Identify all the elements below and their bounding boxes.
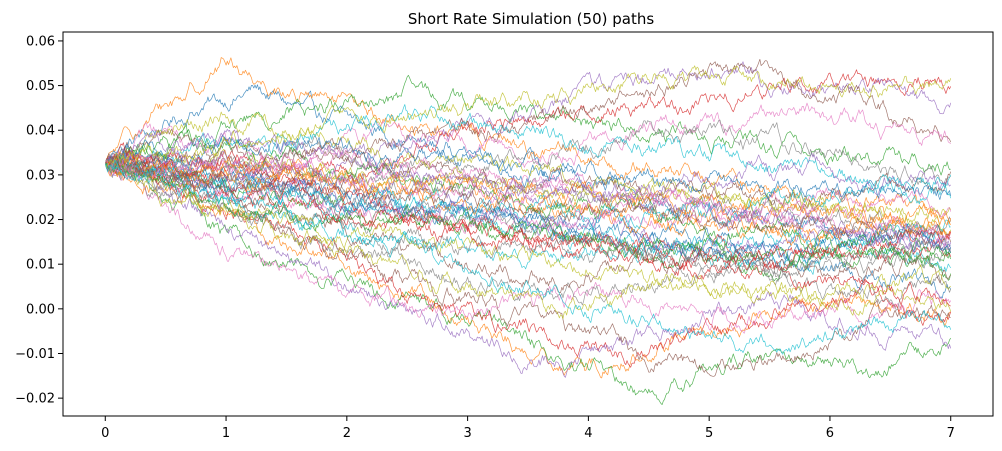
y-tick-label: 0.04 bbox=[26, 124, 55, 139]
series-path bbox=[104, 152, 951, 307]
series-path bbox=[104, 159, 952, 320]
x-tick-label: 4 bbox=[584, 426, 592, 441]
y-tick-label: −0.02 bbox=[15, 392, 55, 407]
series-path bbox=[105, 159, 952, 368]
series-path bbox=[105, 104, 952, 205]
y-tick-label: 0.00 bbox=[26, 302, 55, 317]
plot-frame bbox=[62, 31, 994, 417]
series-path bbox=[105, 161, 951, 270]
series-path bbox=[104, 152, 951, 239]
series-path bbox=[105, 156, 951, 268]
x-tick-label: 3 bbox=[463, 426, 471, 441]
series-path bbox=[105, 162, 952, 378]
series-path bbox=[104, 159, 952, 355]
y-tick-label: 0.05 bbox=[26, 79, 55, 94]
series-path bbox=[104, 152, 952, 264]
series-path bbox=[104, 102, 951, 172]
series-path bbox=[104, 125, 952, 260]
series-path bbox=[104, 153, 952, 251]
series-group bbox=[104, 57, 952, 405]
y-axis: −0.02 −0.01 0.00 0.01 0.02 0.03 0.04 0.05 0.06 bbox=[15, 34, 63, 407]
series-path bbox=[105, 158, 952, 405]
series-path bbox=[104, 74, 951, 176]
y-tick-label: 0.03 bbox=[26, 168, 55, 183]
x-tick-label: 1 bbox=[222, 426, 230, 441]
series-path bbox=[104, 65, 952, 169]
y-tick-label: 0.02 bbox=[26, 213, 55, 228]
series-path bbox=[104, 157, 951, 279]
x-tick-label: 0 bbox=[101, 426, 109, 441]
series-path bbox=[104, 128, 952, 250]
series-path bbox=[105, 149, 951, 262]
series-path bbox=[105, 134, 952, 201]
series-path bbox=[105, 111, 952, 236]
x-tick-label: 2 bbox=[343, 426, 351, 441]
y-tick-label: 0.01 bbox=[26, 258, 55, 273]
x-tick-label: 5 bbox=[705, 426, 713, 441]
series-path bbox=[104, 150, 951, 259]
series-path bbox=[104, 142, 952, 280]
series-path bbox=[104, 159, 952, 334]
series-path bbox=[104, 138, 952, 212]
y-tick-label: 0.06 bbox=[26, 34, 55, 49]
series-path bbox=[104, 154, 951, 304]
x-tick-label: 6 bbox=[826, 426, 834, 441]
y-tick-label: −0.01 bbox=[15, 347, 55, 362]
chart-title: Short Rate Simulation (50) paths bbox=[408, 10, 655, 28]
x-axis: 0 1 2 3 4 5 6 7 bbox=[101, 416, 955, 441]
x-tick-label: 7 bbox=[947, 426, 955, 441]
series-path bbox=[104, 153, 952, 245]
